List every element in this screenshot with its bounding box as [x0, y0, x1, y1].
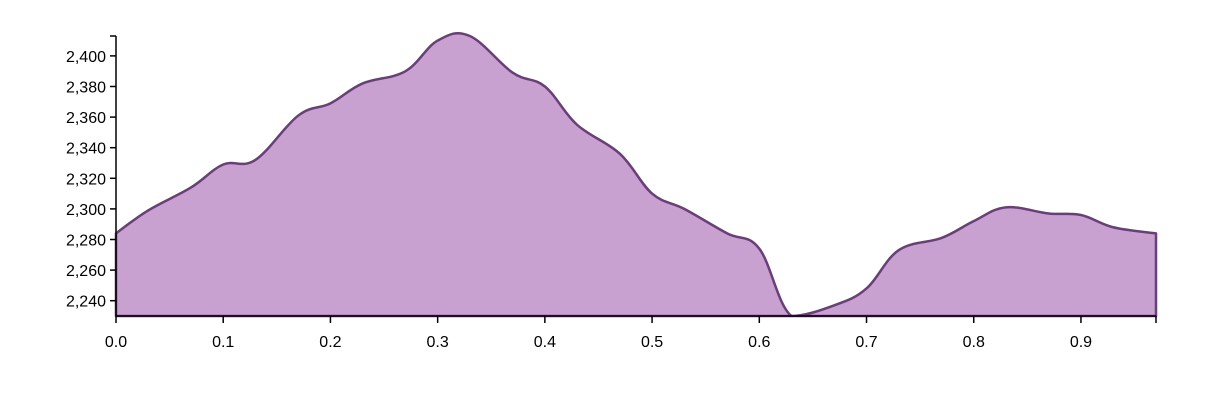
x-tick-label: 0.7	[855, 334, 877, 351]
x-tick-label: 0.0	[105, 334, 127, 351]
y-tick-label: 2,360	[66, 110, 106, 127]
x-tick-label: 0.2	[319, 334, 341, 351]
y-axis: 2,240 2,260 2,280 2,300 2,320 2,340 2,360 2,380…	[66, 35, 117, 316]
x-tick-label: 0.3	[427, 334, 449, 351]
series-line	[114, 31, 1158, 318]
x-tick-label: 0.8	[963, 334, 985, 351]
y-tick-label: 2,320	[66, 171, 106, 188]
x-axis: 0.0 0.1 0.2 0.3 0.4 0.5 0.6 0.7 0.8 0.9	[105, 315, 1157, 351]
y-tick-label: 2,300	[66, 202, 106, 219]
x-tick-label: 0.4	[534, 334, 556, 351]
y-tick-label: 2,400	[66, 49, 106, 66]
x-tick-label: 0.6	[748, 334, 770, 351]
plot-area	[114, 31, 1158, 318]
y-tick-label: 2,380	[66, 79, 106, 96]
x-tick-label: 0.5	[641, 334, 663, 351]
x-tick-label: 0.1	[212, 334, 234, 351]
y-tick-label: 2,340	[66, 141, 106, 158]
x-tick-label: 0.9	[1070, 334, 1092, 351]
y-tick-label: 2,280	[66, 232, 106, 249]
y-tick-label: 2,240	[66, 294, 106, 311]
y-tick-label: 2,260	[66, 263, 106, 280]
